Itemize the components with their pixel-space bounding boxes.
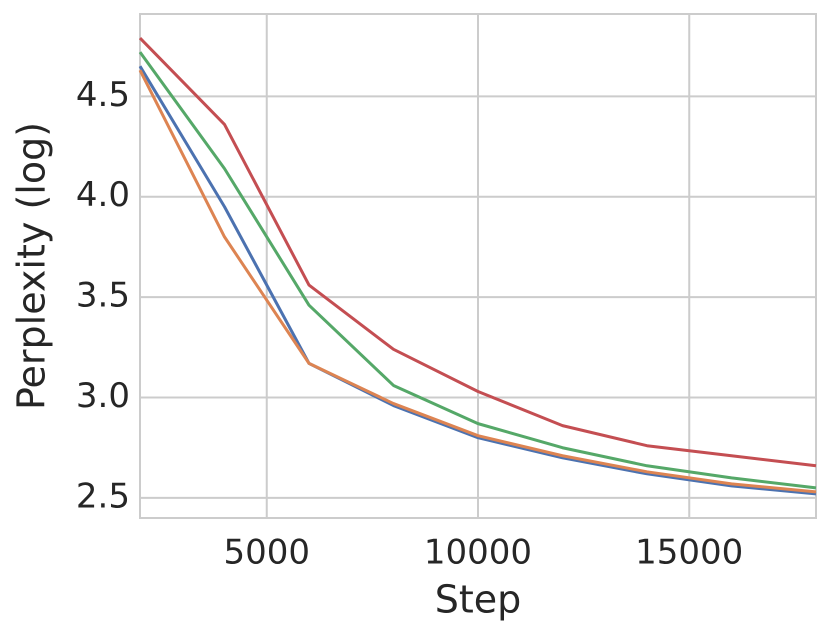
line xyxy=(138,65,817,496)
line xyxy=(138,69,817,494)
plot-frame xyxy=(139,13,817,519)
y-axis-label: Perplexity (log) xyxy=(10,122,54,410)
y-tick-label: 4.5 xyxy=(76,75,130,115)
y-tick-label: 3.0 xyxy=(76,376,130,416)
line xyxy=(138,51,817,490)
x-axis-label: Step xyxy=(435,578,522,622)
x-tick-label: 15000 xyxy=(635,533,743,573)
x-tick-label: 10000 xyxy=(424,533,532,573)
y-tick-label: 2.5 xyxy=(76,476,130,516)
line xyxy=(138,37,817,468)
y-tick-label: 4.0 xyxy=(76,175,130,215)
x-tick-label: 5000 xyxy=(223,533,310,573)
y-tick-label: 3.5 xyxy=(76,276,130,316)
